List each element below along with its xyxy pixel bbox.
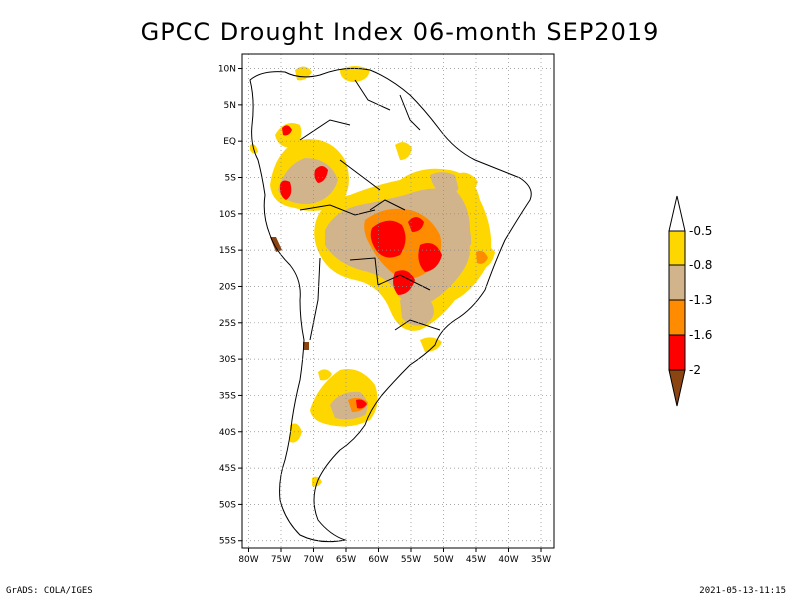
legend-box-2 [668, 264, 686, 301]
lat-label: 5N [224, 101, 236, 111]
shade-peru-extreme-2 [314, 166, 328, 183]
legend-colorbar: -0.5 -0.8 -1.3 -1.6 -2 [668, 195, 712, 407]
lon-label: 40W [498, 555, 518, 565]
lat-label: 40S [219, 428, 236, 438]
shade-chile-brown [303, 342, 309, 350]
lat-label: 35S [219, 391, 236, 401]
shade-central-brazil-red-3 [393, 270, 415, 295]
lon-label: 55W [401, 555, 421, 565]
lon-label: 65W [336, 555, 356, 565]
legend-bottom-arrow [668, 369, 686, 407]
lon-label: 45W [466, 555, 486, 565]
shade-colombia-red [282, 125, 292, 136]
shade-sao-paulo [400, 296, 434, 326]
shade-peru-extreme [279, 180, 292, 200]
lon-label: 80W [238, 555, 258, 565]
legend-label: -0.8 [689, 258, 712, 272]
lat-label: EQ [223, 137, 236, 147]
lat-label: 50S [219, 500, 236, 510]
shade-colombia [275, 122, 302, 148]
legend-label: -2 [689, 363, 701, 377]
shade-east-coast-orange [476, 250, 488, 264]
lon-label: 50W [433, 555, 453, 565]
footer-right: 2021-05-13-11:15 [699, 586, 786, 596]
shade-central-brazil-red-4 [408, 217, 424, 232]
legend-box-3 [668, 299, 686, 336]
legend-box-1 [668, 230, 686, 266]
map-title: GPCC Drought Index 06-month SEP2019 [140, 18, 660, 46]
continent-outline [249, 67, 532, 543]
shade-central-brazil-red-2 [418, 242, 442, 272]
shade-south-brazil [420, 337, 442, 352]
lat-label: 10S [219, 210, 236, 220]
shade-central-brazil-red [370, 220, 406, 258]
map-frame [241, 53, 555, 549]
legend-labels: -0.5 -0.8 -1.3 -1.6 -2 [689, 224, 712, 377]
map-grid [242, 54, 554, 548]
longitude-labels: 80W 75W 70W 65W 60W 55W 50W 45W 40W 35W [238, 548, 551, 565]
shade-argentina-red [356, 399, 367, 409]
legend-box-4 [668, 334, 686, 371]
shade-venezuela [340, 66, 370, 82]
shade-chile-north [318, 369, 332, 381]
footer-left: GrADS: COLA/IGES [6, 586, 93, 596]
shade-patagonia [290, 423, 302, 443]
lat-label: 55S [219, 537, 236, 547]
drought-shading [250, 66, 495, 487]
shade-east-brazil [430, 172, 461, 196]
legend-label: -1.6 [689, 328, 712, 342]
lat-label: 25S [219, 319, 236, 329]
lon-label: 60W [368, 555, 388, 565]
lat-label: 45S [219, 464, 236, 474]
legend-top-arrow [668, 195, 686, 232]
south-america-coastline [249, 67, 532, 543]
legend-label: -1.3 [689, 293, 712, 307]
legend-label: -0.5 [689, 224, 712, 238]
latitude-labels: 10N 5N EQ 5S 10S 15S 20S 25S 30S 35S 40S 45S 50S 55S [218, 65, 242, 547]
shade-ne-brazil [395, 142, 412, 160]
lat-label: 10N [218, 65, 236, 75]
lon-label: 35W [531, 555, 551, 565]
shade-venezuela-2 [295, 66, 312, 81]
lat-label: 15S [219, 246, 236, 256]
lat-label: 5S [225, 174, 237, 184]
lat-label: 20S [219, 282, 236, 292]
shade-peru-brown [270, 237, 282, 252]
lat-label: 30S [219, 355, 236, 365]
lon-label: 70W [303, 555, 323, 565]
internal-borders [299, 79, 441, 341]
shade-east-brazil-2 [455, 172, 478, 195]
lon-label: 75W [271, 555, 291, 565]
